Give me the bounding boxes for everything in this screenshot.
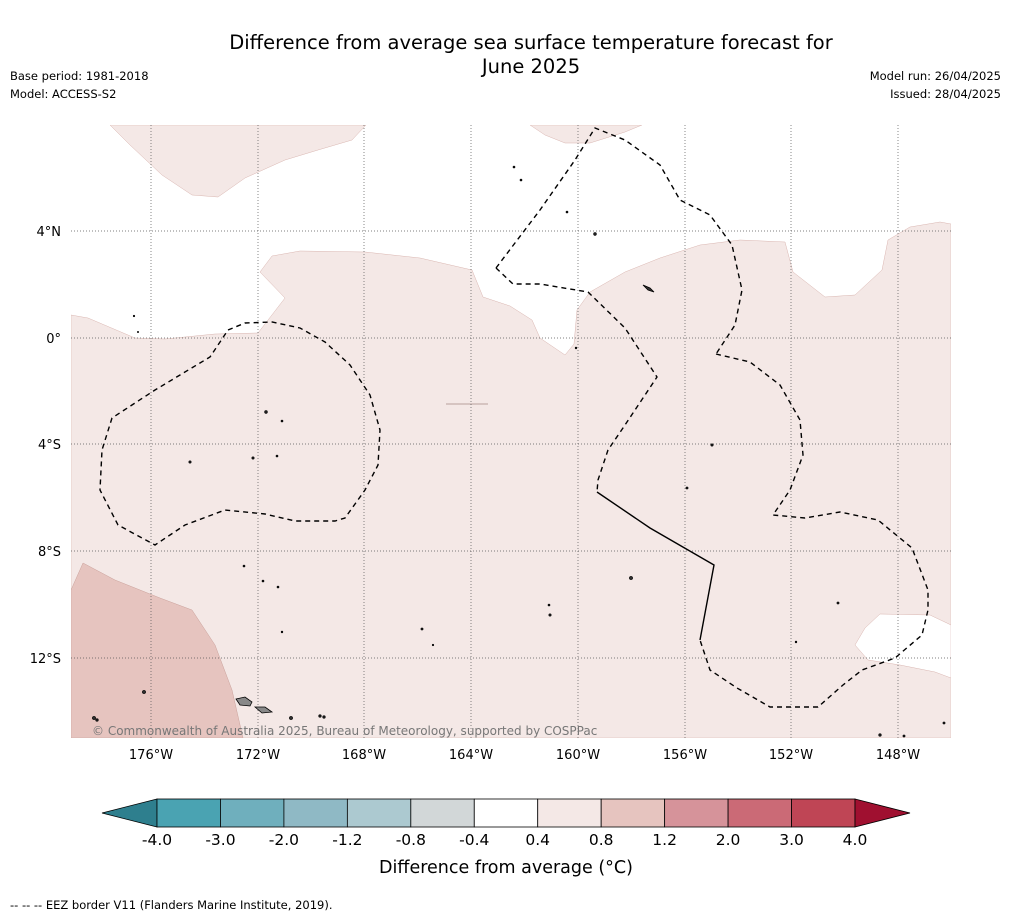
colorbar-labels: -4.0 -3.0 -2.0 -1.2 -0.8 -0.4 0.4 0.8 1.2 2.0 3.0 4… (142, 831, 867, 849)
colorbar-segment (664, 798, 729, 828)
eez-border-solid (596, 491, 715, 641)
title-line-1: Difference from average sea surface temp… (229, 31, 833, 54)
eez-border-north (495, 127, 743, 355)
colorbar-segment (537, 798, 602, 828)
colorbar-segment (600, 798, 666, 828)
page-title: Difference from average sea surface temp… (0, 31, 1011, 79)
latitude-labels: 4°N 0° 4°S 8°S 12°S (30, 225, 61, 667)
lon-label-172w: 172°W (236, 748, 280, 763)
colorbar-tick-label: 2.0 (716, 831, 741, 849)
colorbar-segment (791, 798, 856, 828)
lat-label-0: 0° (46, 332, 61, 347)
lon-label-168w: 168°W (342, 748, 386, 763)
colorbar-tick-label: -3.0 (205, 831, 235, 849)
colorbar-segment (346, 798, 412, 828)
colorbar-tick-label: 0.8 (589, 831, 614, 849)
colorbar-tick-label: -4.0 (142, 831, 172, 849)
model-run-text: Model run: 26/04/2025 (869, 69, 1001, 83)
islands (92, 165, 946, 738)
colorbar-tick-label: 4.0 (843, 831, 868, 849)
map-area: © Commonwealth of Australia 2025, Bureau… (71, 125, 951, 738)
colorbar-tick-label: 1.2 (652, 831, 677, 849)
neutral-region-lower-right (854, 613, 951, 679)
anomaly-region-main (71, 221, 951, 738)
colorbar-tick-label: -2.0 (269, 831, 299, 849)
lon-label-148w: 148°W (876, 748, 920, 763)
colorbar-extend-high (854, 798, 911, 828)
colorbar-segment (220, 798, 285, 828)
eez-borders (99, 127, 929, 708)
lat-label-12s: 12°S (30, 652, 61, 667)
eez-border-west (99, 321, 381, 546)
lat-label-4n: 4°N (37, 225, 62, 240)
colorbar-segment (727, 798, 792, 828)
island-large (235, 696, 253, 707)
copyright-text: © Commonwealth of Australia 2025, Bureau… (92, 724, 597, 738)
lat-label-4s: 4°S (38, 438, 61, 453)
colorbar-segment (283, 798, 348, 828)
colorbar-title: Difference from average (°C) (379, 858, 633, 878)
lon-label-176w: 176°W (129, 748, 173, 763)
footer-note: -- -- -- EEZ border V11 (Flanders Marine… (10, 898, 333, 912)
title-line-2: June 2025 (481, 55, 581, 78)
colorbar-tick-label: -0.4 (459, 831, 489, 849)
colorbar-segment (156, 798, 221, 828)
colorbar-extend-low (101, 798, 158, 828)
island-line (642, 284, 655, 293)
colorbar-segment (473, 798, 539, 828)
lat-label-8s: 8°S (38, 545, 61, 560)
longitude-labels: 176°W 172°W 168°W 164°W 160°W 156°W 152°… (129, 748, 920, 763)
anomaly-region-strong (71, 562, 244, 738)
eez-border-east (699, 353, 929, 708)
meta-left: Base period: 1981-2018 Model: ACCESS-S2 (10, 67, 149, 103)
lon-label-164w: 164°W (449, 748, 493, 763)
graticule (71, 125, 951, 738)
colorbar-tick-label: -1.2 (332, 831, 362, 849)
colorbar (101, 798, 911, 828)
lon-label-156w: 156°W (663, 748, 707, 763)
meta-right: Model run: 26/04/2025 Issued: 28/04/2025 (870, 67, 1001, 103)
colorbar-tick-label: 0.4 (525, 831, 550, 849)
lon-label-152w: 152°W (769, 748, 813, 763)
lon-label-160w: 160°W (556, 748, 600, 763)
island-medium (253, 706, 274, 714)
anomaly-region-top-middle (529, 125, 643, 144)
colorbar-tick-label: 3.0 (779, 831, 804, 849)
eez-border-central (495, 267, 658, 493)
colorbar-tick-label: -0.8 (396, 831, 426, 849)
base-period-text: Base period: 1981-2018 (10, 69, 149, 83)
issued-text: Issued: 28/04/2025 (890, 87, 1001, 101)
model-text: Model: ACCESS-S2 (10, 87, 117, 101)
colorbar-segment (410, 798, 475, 828)
